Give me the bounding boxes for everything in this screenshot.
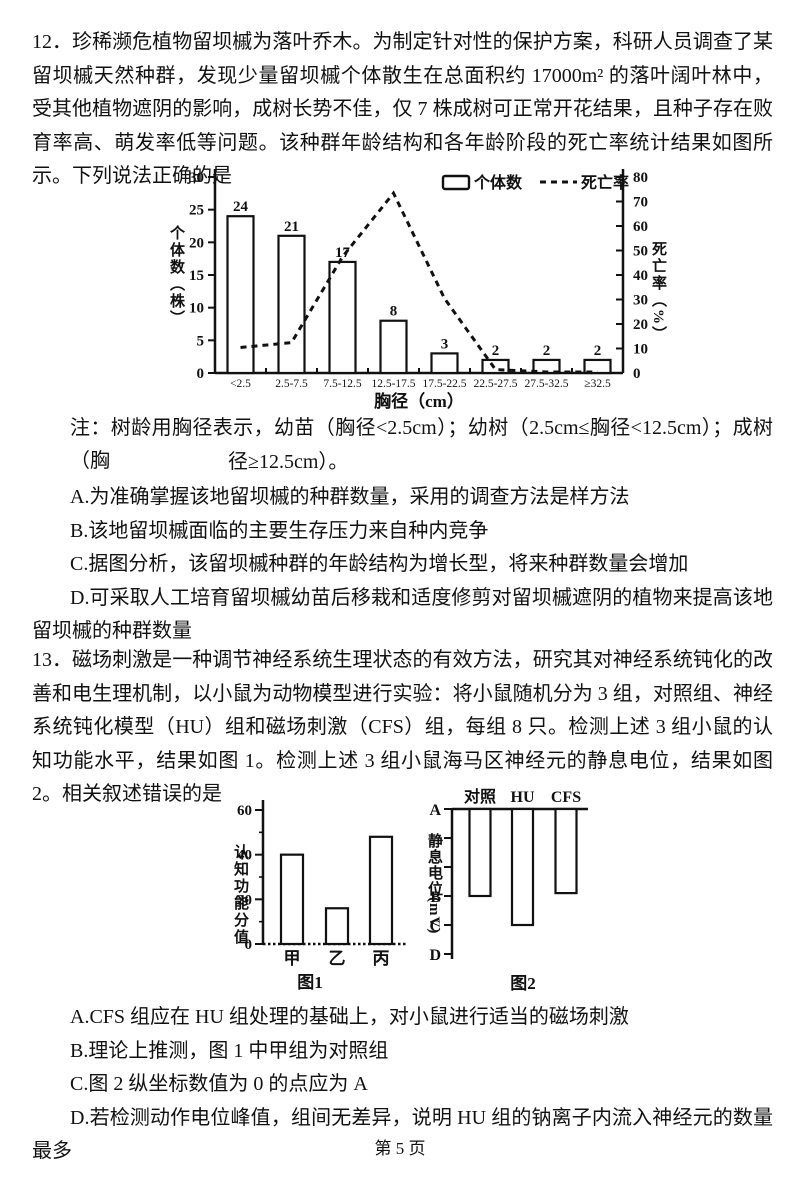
age-structure-chart: 0 5 10 15 20 25 30 0 10 20 30 40 50 60 70 80 24 21 17 8 3 2 2 2… bbox=[150, 163, 675, 415]
svg-text:HU: HU bbox=[511, 789, 535, 806]
svg-text:C: C bbox=[429, 918, 441, 935]
svg-text:25: 25 bbox=[189, 203, 204, 219]
q13-option-b: B.理论上推测，图 1 中甲组为对照组 bbox=[70, 1039, 389, 1062]
q12-options: A.为准确掌握该地留坝槭的种群数量，采用的调查方法是样方法 B.该地留坝槭面临的… bbox=[32, 481, 773, 649]
svg-text:40: 40 bbox=[633, 268, 648, 284]
svg-text:0: 0 bbox=[633, 366, 641, 382]
svg-text:60: 60 bbox=[633, 219, 648, 235]
figure-1-chart: 0 20 40 60 甲 乙 丙 认知功能分值 图1 bbox=[225, 788, 430, 995]
svg-text:24: 24 bbox=[233, 199, 249, 215]
question-12-text: 12．珍稀濒危植物留坝槭为落叶乔木。为制定针对性的保护方案，科研人员调查了某留坝… bbox=[32, 31, 773, 187]
svg-text:12.5-17.5: 12.5-17.5 bbox=[371, 378, 415, 390]
figure-1-y-axis-label: 认知功能分值 bbox=[232, 844, 248, 946]
svg-text:2: 2 bbox=[492, 343, 500, 359]
svg-text:50: 50 bbox=[633, 244, 648, 260]
svg-text:27.5-32.5: 27.5-32.5 bbox=[524, 378, 568, 390]
q12-option-a: A.为准确掌握该地留坝槭的种群数量，采用的调查方法是样方法 bbox=[70, 486, 630, 508]
svg-text:60: 60 bbox=[237, 803, 252, 819]
svg-text:20: 20 bbox=[189, 235, 204, 251]
figure-1-caption: 图1 bbox=[297, 973, 323, 992]
svg-text:70: 70 bbox=[633, 195, 648, 211]
q12-option-b: B.该地留坝槭面临的主要生存压力来自种内竞争 bbox=[70, 519, 489, 542]
figure-2-canvas: A BCD 对照 HU CFS bbox=[429, 787, 588, 964]
chart1-left-axis-label: 个体数（株） bbox=[168, 225, 184, 327]
chart-note-line2: 径≥12.5cm）。 bbox=[228, 451, 349, 473]
figure-2-chart: A B C D 对照 HU CFS 静息电位(mV) 图2 bbox=[425, 781, 687, 995]
svg-text:17: 17 bbox=[335, 245, 351, 261]
svg-text:20: 20 bbox=[237, 892, 252, 908]
svg-text:乙: 乙 bbox=[329, 949, 346, 968]
svg-text:2: 2 bbox=[594, 343, 602, 359]
svg-text:个体数: 个体数 bbox=[473, 173, 523, 192]
svg-text:2: 2 bbox=[543, 343, 551, 359]
q12-option-d: D.可采取人工培育留坝槭幼苗后移栽和适度修剪对留坝槭遮阴的植物来提高该地留坝槭的… bbox=[32, 586, 773, 643]
svg-text:3: 3 bbox=[441, 336, 449, 352]
svg-text:20: 20 bbox=[633, 317, 648, 333]
svg-text:22.5-27.5: 22.5-27.5 bbox=[473, 378, 517, 390]
svg-text:CFS: CFS bbox=[551, 789, 581, 806]
svg-text:B: B bbox=[430, 889, 441, 906]
q13-options: A.CFS 组应在 HU 组处理的基础上，对小鼠进行适当的磁场刺激 B.理论上推… bbox=[32, 1001, 773, 1169]
svg-text:80: 80 bbox=[633, 170, 648, 186]
page-number: 第 5 页 bbox=[374, 1139, 426, 1158]
svg-text:30: 30 bbox=[633, 293, 648, 309]
q12-option-c: C.据图分析，该留坝槭种群的年龄结构为增长型，将来种群数量会增加 bbox=[70, 553, 689, 575]
svg-text:30: 30 bbox=[189, 170, 204, 186]
svg-text:甲: 甲 bbox=[284, 949, 301, 968]
chart1-right-axis-label: 死亡率（%） bbox=[650, 241, 666, 343]
svg-text:7.5-12.5: 7.5-12.5 bbox=[323, 378, 362, 390]
chart1-x-axis-label: 胸径（cm） bbox=[374, 392, 464, 411]
svg-text:0: 0 bbox=[197, 366, 205, 382]
svg-text:丙: 丙 bbox=[373, 949, 390, 968]
svg-text:A: A bbox=[429, 802, 441, 819]
svg-text:对照: 对照 bbox=[464, 787, 496, 806]
figure-2-caption: 图2 bbox=[510, 974, 536, 993]
q13-option-a: A.CFS 组应在 HU 组处理的基础上，对小鼠进行适当的磁场刺激 bbox=[70, 1006, 629, 1028]
q13-option-d: D.若检测动作电位峰值，组间无差异，说明 HU 组的钠离子内流入神经元的数量最多 bbox=[32, 1106, 773, 1163]
svg-text:<2.5: <2.5 bbox=[230, 378, 251, 390]
svg-text:2.5-7.5: 2.5-7.5 bbox=[275, 378, 308, 390]
question-13-text: 13．磁场刺激是一种调节神经系统生理状态的有效方法，研究其对神经系统钝化的改善和… bbox=[32, 649, 773, 805]
svg-text:8: 8 bbox=[390, 304, 398, 320]
svg-text:17.5-22.5: 17.5-22.5 bbox=[422, 378, 466, 390]
svg-text:10: 10 bbox=[189, 301, 204, 317]
svg-text:D: D bbox=[429, 947, 441, 964]
figure-2-y-axis-label: 静息电位(mV) bbox=[426, 833, 442, 935]
svg-text:40: 40 bbox=[237, 848, 252, 864]
chart-note-line1: 注：树龄用胸径表示，幼苗（胸径<2.5cm）；幼树（2.5cm≤胸径<12.5c… bbox=[70, 417, 773, 472]
svg-text:15: 15 bbox=[189, 268, 204, 284]
svg-text:10: 10 bbox=[633, 342, 648, 358]
svg-text:21: 21 bbox=[284, 219, 299, 235]
q13-option-c: C.图 2 纵坐标数值为 0 的点应为 A bbox=[70, 1073, 368, 1095]
figure-1-canvas: 0 20 40 60 甲 乙 丙 bbox=[237, 800, 407, 968]
svg-text:5: 5 bbox=[197, 333, 205, 349]
svg-text:≥32.5: ≥32.5 bbox=[584, 378, 611, 390]
svg-text:死亡率: 死亡率 bbox=[581, 173, 629, 192]
svg-text:0: 0 bbox=[245, 937, 253, 953]
